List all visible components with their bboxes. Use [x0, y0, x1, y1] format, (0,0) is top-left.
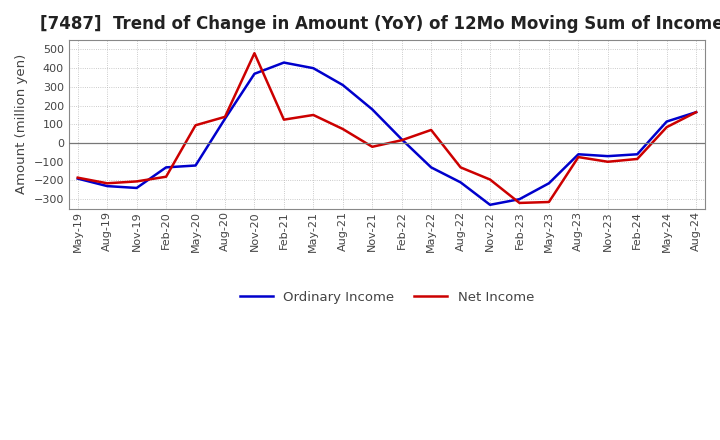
Ordinary Income	[192, 163, 200, 168]
Net Income	[192, 123, 200, 128]
Ordinary Income	[220, 116, 229, 121]
Net Income	[515, 200, 523, 205]
Ordinary Income	[132, 185, 141, 191]
Ordinary Income	[544, 181, 553, 186]
Net Income	[662, 125, 671, 130]
Ordinary Income	[103, 183, 112, 189]
Net Income	[250, 51, 258, 56]
Net Income	[486, 177, 495, 182]
Title: [7487]  Trend of Change in Amount (YoY) of 12Mo Moving Sum of Incomes: [7487] Trend of Change in Amount (YoY) o…	[40, 15, 720, 33]
Net Income	[633, 156, 642, 161]
Ordinary Income	[309, 66, 318, 71]
Net Income	[544, 199, 553, 205]
Ordinary Income	[486, 202, 495, 207]
Line: Net Income: Net Income	[78, 53, 696, 203]
Ordinary Income	[279, 60, 288, 65]
Net Income	[456, 165, 465, 170]
Ordinary Income	[368, 107, 377, 112]
Ordinary Income	[73, 176, 82, 181]
Ordinary Income	[574, 152, 582, 157]
Net Income	[603, 159, 612, 165]
Ordinary Income	[397, 137, 406, 142]
Ordinary Income	[162, 165, 171, 170]
Net Income	[162, 174, 171, 180]
Ordinary Income	[633, 152, 642, 157]
Ordinary Income	[515, 197, 523, 202]
Line: Ordinary Income: Ordinary Income	[78, 62, 696, 205]
Net Income	[73, 175, 82, 180]
Ordinary Income	[338, 82, 347, 88]
Net Income	[279, 117, 288, 122]
Net Income	[368, 144, 377, 150]
Net Income	[103, 181, 112, 186]
Ordinary Income	[250, 71, 258, 77]
Ordinary Income	[603, 154, 612, 159]
Net Income	[220, 114, 229, 120]
Net Income	[338, 126, 347, 132]
Ordinary Income	[662, 119, 671, 124]
Ordinary Income	[456, 180, 465, 185]
Net Income	[427, 127, 436, 132]
Legend: Ordinary Income, Net Income: Ordinary Income, Net Income	[235, 286, 539, 309]
Net Income	[574, 154, 582, 160]
Net Income	[692, 110, 701, 115]
Net Income	[132, 179, 141, 184]
Y-axis label: Amount (million yen): Amount (million yen)	[15, 54, 28, 194]
Ordinary Income	[692, 110, 701, 115]
Ordinary Income	[427, 165, 436, 170]
Net Income	[309, 112, 318, 117]
Net Income	[397, 138, 406, 143]
